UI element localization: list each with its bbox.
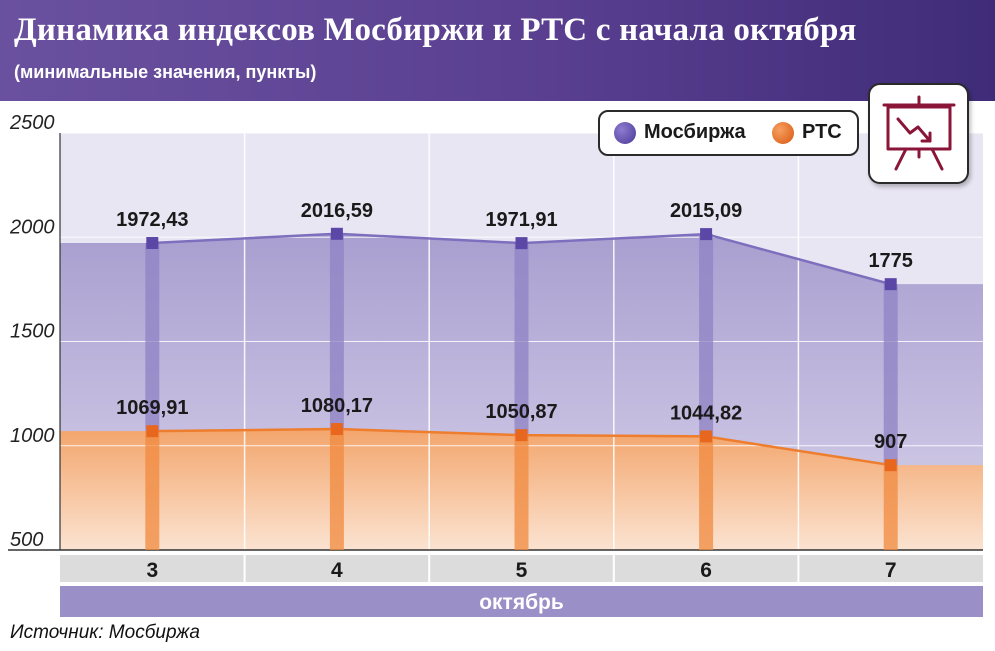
data-point-moex xyxy=(146,236,159,249)
drop-bar-moex xyxy=(329,233,344,430)
legend-label-rts: РТС xyxy=(802,121,842,143)
y-tick-label: 1500 xyxy=(10,321,55,343)
legend: Мосбиржа РТС xyxy=(598,110,859,156)
legend-swatch-moex xyxy=(614,121,636,144)
legend-swatch-rts xyxy=(772,121,794,144)
data-point-rts xyxy=(146,425,159,438)
x-axis-band xyxy=(60,555,983,582)
data-point-moex xyxy=(515,237,528,250)
legend-item-moex: Мосбиржа xyxy=(614,121,746,144)
data-label-moex: 2016,59 xyxy=(301,200,373,222)
data-label-moex: 1972,43 xyxy=(116,209,188,231)
x-tick-label: 7 xyxy=(885,559,897,582)
data-point-rts xyxy=(884,459,897,472)
x-tick-label: 3 xyxy=(146,559,158,582)
x-tick-label: 6 xyxy=(700,559,712,582)
x-axis-label: октябрь xyxy=(479,591,564,614)
drop-bar-rts xyxy=(145,431,160,550)
drop-bar-rts xyxy=(699,436,714,550)
data-label-rts: 907 xyxy=(874,431,907,453)
presentation-chart-down-icon xyxy=(868,83,969,184)
drop-bar-rts xyxy=(514,435,529,550)
x-tick-label: 4 xyxy=(331,559,343,582)
y-tick-label: 2500 xyxy=(9,112,55,134)
drop-bar-moex xyxy=(699,234,714,437)
y-tick-label: 1000 xyxy=(10,425,55,447)
data-label-moex: 1971,91 xyxy=(485,209,557,231)
data-label-rts: 1044,82 xyxy=(670,402,742,424)
chart-title: Динамика индексов Мосбиржи и РТС с начал… xyxy=(14,12,857,48)
y-tick-label: 500 xyxy=(10,529,43,551)
chart-subtitle: (минимальные значения, пункты) xyxy=(14,62,317,82)
x-tick-label: 5 xyxy=(516,559,528,582)
y-tick-label: 2000 xyxy=(9,216,55,238)
data-point-rts xyxy=(330,423,343,436)
legend-label-moex: Мосбиржа xyxy=(644,121,746,143)
source-note: Источник: Мосбиржа xyxy=(10,622,200,643)
data-point-moex xyxy=(700,228,713,241)
drop-bar-rts xyxy=(329,429,344,550)
data-label-rts: 1050,87 xyxy=(485,401,557,423)
data-point-rts xyxy=(700,430,713,443)
legend-item-rts: РТС xyxy=(772,121,842,144)
drop-bar-moex xyxy=(145,242,160,432)
data-label-rts: 1080,17 xyxy=(301,395,373,417)
data-point-moex xyxy=(330,227,343,240)
data-label-moex: 1775 xyxy=(868,250,913,272)
drop-bar-moex xyxy=(883,284,898,466)
data-point-moex xyxy=(884,278,897,291)
month-band xyxy=(60,586,983,617)
header-banner: Динамика индексов Мосбиржи и РТС с начал… xyxy=(0,0,995,101)
data-label-moex: 2015,09 xyxy=(670,200,742,222)
drop-bar-rts xyxy=(883,465,898,550)
data-label-rts: 1069,91 xyxy=(116,397,188,419)
drop-bar-moex xyxy=(514,243,529,436)
data-point-rts xyxy=(515,429,528,442)
